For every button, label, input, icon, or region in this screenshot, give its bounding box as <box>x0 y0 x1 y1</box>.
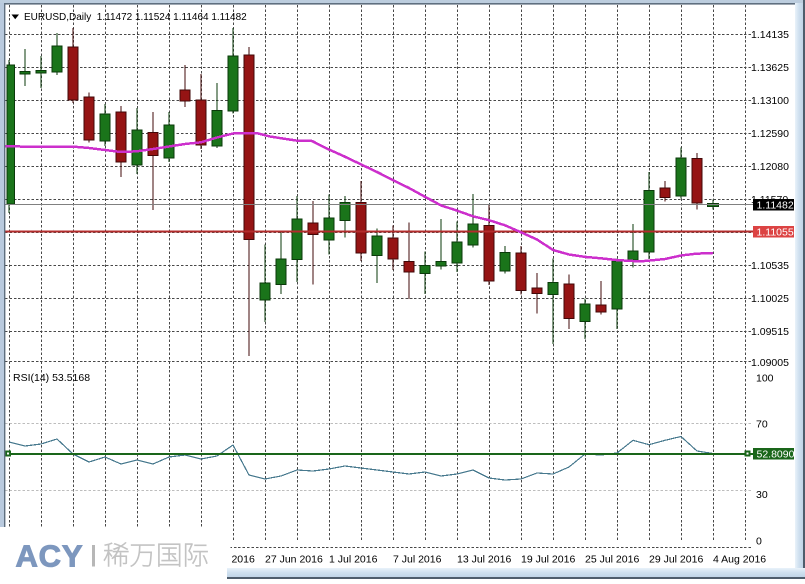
svg-text:0: 0 <box>756 535 762 547</box>
svg-text:1.11055: 1.11055 <box>757 227 794 239</box>
svg-text:1 Jul 2016: 1 Jul 2016 <box>329 554 378 566</box>
svg-text:100: 100 <box>756 373 774 385</box>
svg-text:19 Jul 2016: 19 Jul 2016 <box>521 554 575 566</box>
svg-text:1.09005: 1.09005 <box>751 357 789 369</box>
svg-text:1.12590: 1.12590 <box>751 128 789 140</box>
svg-text:1.11482: 1.11482 <box>757 200 794 212</box>
svg-text:27 Jun 2016: 27 Jun 2016 <box>265 554 323 566</box>
svg-text:EURUSD,Daily 1.11472 1.11524: EURUSD,Daily 1.11472 1.11524 1.11464 1.1… <box>24 12 247 23</box>
svg-text:1.10535: 1.10535 <box>751 260 789 272</box>
svg-text:4 Aug 2016: 4 Aug 2016 <box>713 554 766 566</box>
svg-text:70: 70 <box>756 418 768 430</box>
svg-text:ACY: ACY <box>16 539 84 574</box>
svg-text:RSI(14) 53.5168: RSI(14) 53.5168 <box>13 372 90 384</box>
svg-text:52.8090: 52.8090 <box>757 449 795 461</box>
svg-text:25 Jul 2016: 25 Jul 2016 <box>585 554 639 566</box>
svg-text:1.14135: 1.14135 <box>751 29 789 41</box>
svg-text:1.13100: 1.13100 <box>751 95 789 107</box>
svg-text:1.09515: 1.09515 <box>751 326 789 338</box>
svg-text:7 Jul 2016: 7 Jul 2016 <box>393 554 442 566</box>
svg-text:1.13625: 1.13625 <box>751 62 789 74</box>
svg-text:1.10025: 1.10025 <box>751 293 789 305</box>
svg-text:30: 30 <box>756 489 768 501</box>
svg-text:13 Jul 2016: 13 Jul 2016 <box>457 554 511 566</box>
svg-text:29 Jul 2016: 29 Jul 2016 <box>649 554 703 566</box>
svg-text:1.12080: 1.12080 <box>751 161 789 173</box>
